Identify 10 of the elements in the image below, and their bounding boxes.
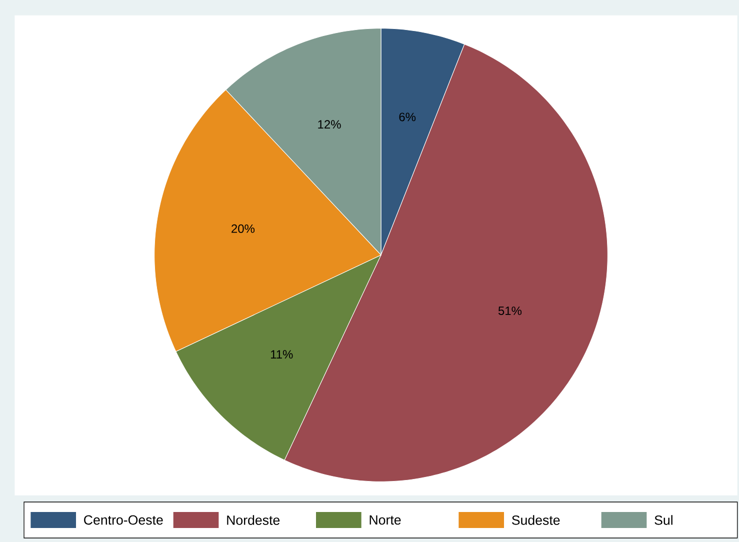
data-label: 12% xyxy=(318,120,341,129)
legend-label: Centro-Oeste xyxy=(84,515,163,525)
legend-label: Norte xyxy=(370,515,401,525)
data-label: 6% xyxy=(399,112,416,122)
legend-label: Nordeste xyxy=(227,515,280,525)
legend-label: Sudeste xyxy=(512,515,560,525)
data-label: 51% xyxy=(498,306,522,316)
data-label: 11% xyxy=(270,350,293,359)
legend-label: Sul xyxy=(654,515,672,525)
data-label: 20% xyxy=(232,224,255,233)
